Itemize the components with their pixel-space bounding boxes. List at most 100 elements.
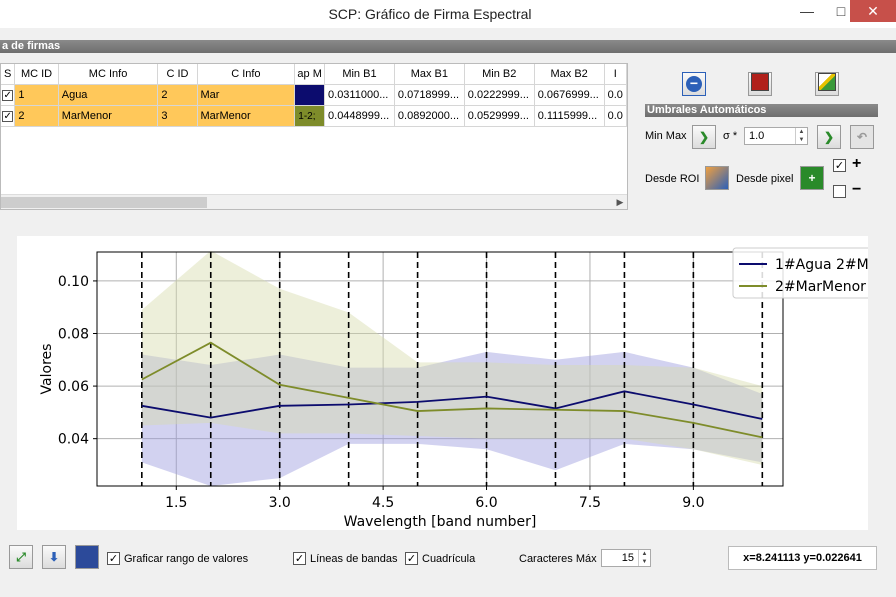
settings-button[interactable] [75, 545, 99, 569]
signature-table-panel: S MC ID MC Info C ID C Info ap M Min B1 … [0, 63, 628, 210]
close-icon[interactable]: ✕ [850, 0, 896, 22]
undo-icon: ↶ [856, 130, 868, 144]
from-pixel-button[interactable]: + [800, 166, 824, 190]
save-plot-button[interactable] [748, 72, 772, 96]
grid-checkbox[interactable]: ✓ [405, 552, 418, 565]
spectral-plot[interactable]: 0.04 0.06 0.08 0.10 1.5 3.0 4.5 6.0 7.5 9.0 Wavele… [17, 236, 894, 530]
fit-to-data-icon: ⤢ [16, 550, 26, 564]
move-down-button[interactable]: ⬇ [42, 545, 66, 569]
plot-canvas[interactable]: 0.04 0.06 0.08 0.10 1.5 3.0 4.5 6.0 7.5 9.0 Wavele… [17, 236, 894, 530]
column-header[interactable]: C Info [197, 64, 296, 85]
minus-checkbox[interactable] [833, 185, 846, 198]
title-bar: SCP: Gráfico de Firma Espectral — □ ✕ [0, 0, 896, 28]
minus-label: − [852, 181, 862, 198]
arrow-right-icon: ❯ [823, 130, 835, 144]
plus-checkbox[interactable]: ✓ [833, 159, 846, 172]
min-b2-cell[interactable]: 0.0222999... [464, 84, 535, 106]
signature-list-title: a de firmas [2, 40, 61, 52]
extra-cell[interactable]: 0.0 [604, 84, 627, 106]
row-checkbox[interactable]: ✓ [1, 105, 16, 127]
max-b2-cell[interactable]: 0.0676999... [534, 84, 605, 106]
column-header[interactable]: Min B2 [464, 64, 535, 85]
extra-cell[interactable]: 0.0 [604, 105, 627, 127]
mc-id-cell[interactable]: 2 [14, 105, 59, 127]
column-header[interactable]: I [604, 64, 627, 85]
from-pixel-label: Desde pixel [736, 173, 794, 185]
max-chars-spinbox[interactable]: 15 ▲ ▼ [601, 549, 651, 567]
table-header-row: S MC ID MC Info C ID C Info ap M Min B1 … [1, 64, 627, 85]
mc-id-cell[interactable]: 1 [14, 84, 59, 106]
legend-label: 2#MarMenor [775, 279, 866, 295]
minimize-icon[interactable]: — [800, 3, 814, 19]
x-tick-label: 6.0 [475, 495, 497, 511]
plus-label: + [852, 155, 862, 172]
plot-range-checkbox[interactable]: ✓ [107, 552, 120, 565]
sigma-value: 1.0 [749, 130, 765, 142]
checkbox[interactable]: ✓ [2, 89, 14, 101]
column-header[interactable]: C ID [157, 64, 198, 85]
scrollbar-thumb[interactable] [1, 197, 207, 208]
column-header[interactable]: MC Info [58, 64, 159, 85]
column-header[interactable]: Max B2 [534, 64, 605, 85]
from-roi-button[interactable] [705, 166, 729, 190]
spinbox-arrows-icon[interactable]: ▲ ▼ [638, 550, 650, 566]
min-b1-cell[interactable]: 0.0448999... [324, 105, 395, 127]
y-tick-label: 0.08 [58, 327, 89, 343]
mc-info-cell[interactable]: MarMenor [58, 105, 159, 127]
c-id-cell[interactable]: 3 [157, 105, 198, 127]
grid-label: Cuadrícula [422, 553, 476, 565]
c-info-cell[interactable]: Mar [197, 84, 296, 106]
sigma-apply-button[interactable]: ❯ [817, 125, 841, 149]
min-max-button[interactable]: ❯ [692, 125, 716, 149]
max-b1-cell[interactable]: 0.0892000... [394, 105, 465, 127]
signature-list-header: a de firmas [0, 40, 896, 53]
c-info-cell[interactable]: MarMenor [197, 105, 296, 127]
fit-plot-button[interactable]: ⤢ [9, 545, 33, 569]
c-id-cell[interactable]: 2 [157, 84, 198, 106]
band-lines-checkbox[interactable]: ✓ [293, 552, 306, 565]
column-header[interactable]: MC ID [14, 64, 59, 85]
y-axis-label: Valores [39, 344, 55, 395]
spinbox-arrows-icon[interactable]: ▲ ▼ [795, 128, 807, 144]
add-pixel-icon: + [808, 171, 816, 185]
x-tick-label: 4.5 [372, 495, 394, 511]
arrow-right-icon: ❯ [698, 130, 710, 144]
x-tick-label: 9.0 [682, 495, 704, 511]
sigma-label: σ * [723, 130, 738, 142]
x-tick-label: 3.0 [269, 495, 291, 511]
series-line [141, 390, 763, 420]
min-b1-cell[interactable]: 0.0311000... [324, 84, 395, 106]
column-header[interactable]: S [1, 64, 16, 85]
plot-range-label: Graficar rango de valores [124, 553, 249, 565]
row-checkbox[interactable]: ✓ [1, 84, 16, 106]
color-cell[interactable]: 1-2; [294, 105, 326, 127]
y-tick-label: 0.06 [58, 379, 89, 395]
checkbox[interactable]: ✓ [2, 110, 14, 122]
table-row[interactable]: ✓ 1 Agua 2 Mar 0.0311000... 0.0718999...… [1, 84, 627, 106]
spectral-distance-button[interactable] [815, 72, 839, 96]
undo-threshold-button[interactable]: ↶ [850, 125, 874, 149]
max-chars-value: 15 [621, 552, 634, 564]
horizontal-scrollbar[interactable]: ▶ [1, 194, 627, 209]
window-title: SCP: Gráfico de Firma Espectral [328, 6, 532, 22]
mc-info-cell[interactable]: Agua [58, 84, 159, 106]
maximize-icon[interactable]: □ [836, 3, 846, 19]
min-b2-cell[interactable]: 0.0529999... [464, 105, 535, 127]
column-header[interactable]: ap M [294, 64, 326, 85]
remove-signature-button[interactable]: − [682, 72, 706, 96]
max-b1-cell[interactable]: 0.0718999... [394, 84, 465, 106]
x-tick-label: 1.5 [165, 495, 187, 511]
table-row[interactable]: ✓ 2 MarMenor 3 MarMenor 1-2; 0.0448999..… [1, 105, 627, 127]
sigma-spinbox[interactable]: 1.0 ▲ ▼ [744, 127, 808, 145]
max-b2-cell[interactable]: 0.1115999... [534, 105, 605, 127]
series-line [141, 341, 763, 439]
value-range-band [141, 351, 763, 486]
min-max-label: Min Max [645, 130, 687, 142]
cursor-coordinates: x=8.241113 y=0.022641 [728, 546, 877, 570]
scroll-right-icon[interactable]: ▶ [616, 197, 624, 207]
x-axis-label: Wavelength [band number] [344, 514, 537, 530]
column-header[interactable]: Min B1 [324, 64, 395, 85]
color-cell[interactable] [294, 84, 326, 106]
column-header[interactable]: Max B1 [394, 64, 465, 85]
band-lines-label: Líneas de bandas [310, 553, 398, 565]
